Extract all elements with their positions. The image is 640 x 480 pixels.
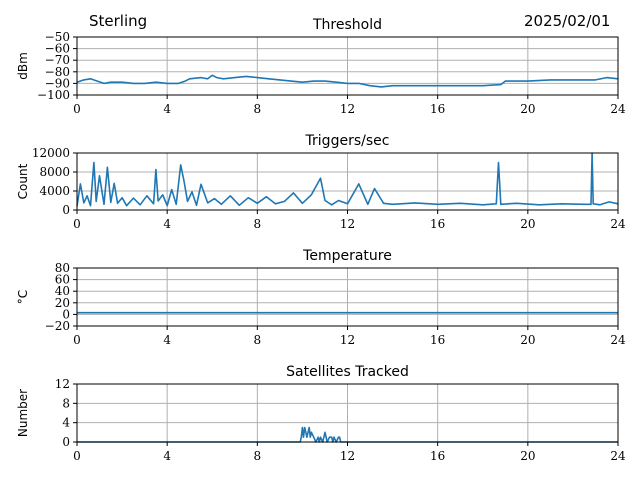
x-tick-label: 8 [254, 217, 262, 231]
y-axis-label: Count [16, 163, 30, 199]
y-tick-label: 4000 [39, 184, 70, 198]
y-tick-label: 60 [55, 273, 70, 287]
panel-title: Satellites Tracked [286, 364, 409, 380]
x-tick-label: 8 [254, 333, 262, 347]
x-tick-label: 8 [254, 102, 262, 116]
x-tick-label: 24 [610, 333, 626, 347]
y-tick-label: 8000 [39, 165, 70, 179]
x-tick-label: 16 [430, 333, 445, 347]
x-tick-label: 20 [520, 217, 535, 231]
x-tick-label: 20 [520, 333, 535, 347]
y-tick-label: 4 [62, 416, 70, 430]
x-tick-label: 0 [73, 449, 81, 463]
y-tick-label: −50 [45, 30, 70, 44]
y-tick-label: −70 [45, 53, 70, 67]
x-tick-label: 12 [340, 449, 355, 463]
x-tick-label: 12 [340, 217, 355, 231]
y-tick-label: 8 [62, 396, 70, 410]
x-tick-label: 24 [610, 102, 626, 116]
x-tick-label: 12 [340, 102, 355, 116]
x-tick-label: 8 [254, 449, 262, 463]
y-tick-label: 12 [55, 377, 70, 391]
panel-title: Temperature [302, 248, 392, 264]
station-name: Sterling [89, 12, 148, 30]
x-tick-label: 20 [520, 102, 535, 116]
y-axis-label: dBm [16, 52, 30, 80]
x-tick-label: 4 [163, 102, 171, 116]
x-tick-label: 24 [610, 217, 626, 231]
y-tick-label: 12000 [32, 146, 70, 160]
series-line [77, 426, 618, 443]
y-tick-label: −60 [45, 42, 70, 56]
x-tick-label: 16 [430, 217, 445, 231]
y-tick-label: −90 [45, 76, 70, 90]
x-tick-label: 4 [163, 217, 171, 231]
y-tick-label: 80 [55, 261, 70, 275]
panel-title: Threshold [312, 17, 382, 33]
x-tick-label: 0 [73, 102, 81, 116]
chart-date: 2025/02/01 [524, 12, 611, 30]
x-tick-label: 16 [430, 102, 445, 116]
panel-title: Triggers/sec [305, 133, 390, 149]
series-line [76, 74, 619, 88]
y-axis-label: Number [16, 389, 30, 437]
x-tick-label: 4 [163, 449, 171, 463]
y-tick-label: 0 [62, 307, 70, 321]
y-axis-label: °C [16, 290, 30, 304]
y-tick-label: 0 [62, 435, 70, 449]
x-tick-label: 0 [73, 333, 81, 347]
x-tick-label: 20 [520, 449, 535, 463]
y-tick-label: −100 [37, 88, 70, 102]
y-tick-label: 20 [55, 296, 70, 310]
y-tick-label: −80 [45, 65, 70, 79]
x-tick-label: 24 [610, 449, 626, 463]
x-tick-label: 12 [340, 333, 355, 347]
y-tick-label: −20 [45, 319, 70, 333]
series-line [76, 152, 619, 207]
y-tick-label: 40 [55, 284, 70, 298]
x-tick-label: 16 [430, 449, 445, 463]
x-tick-label: 4 [163, 333, 171, 347]
x-tick-label: 0 [73, 217, 81, 231]
y-tick-label: 0 [62, 203, 70, 217]
